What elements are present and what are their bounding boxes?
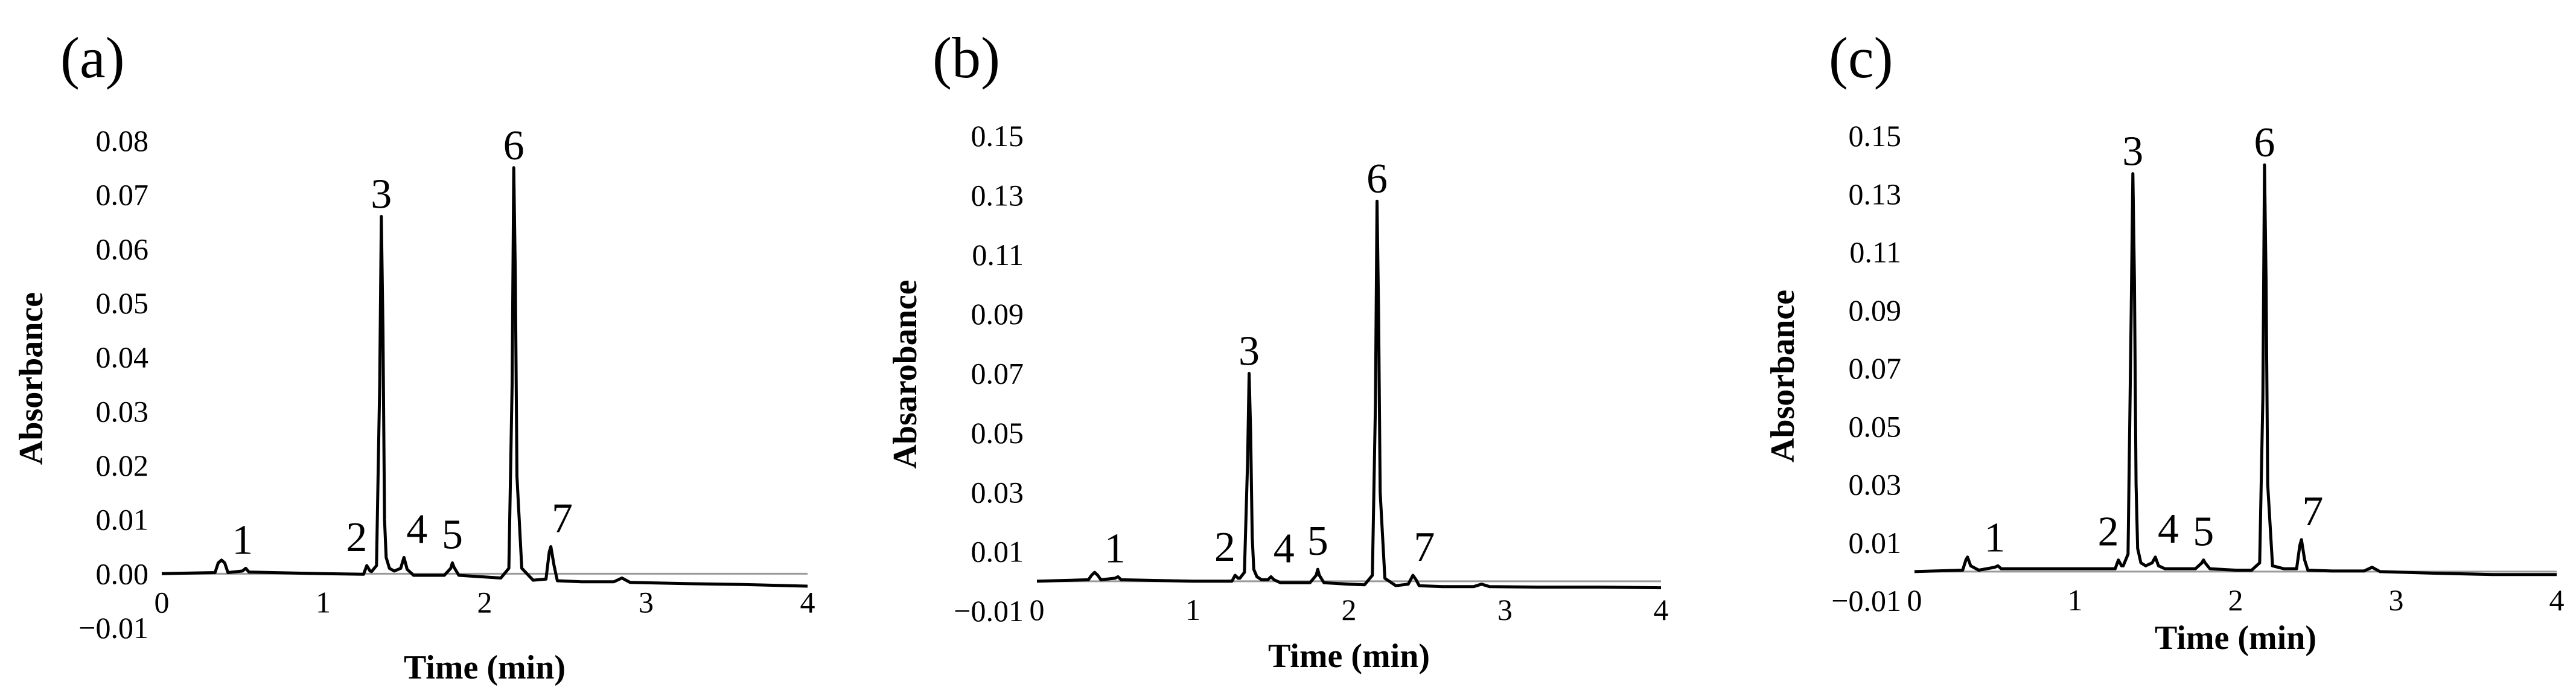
y-tick-label: 0.02 — [96, 449, 149, 482]
y-tick-label: 0.05 — [96, 286, 149, 320]
peak-label: 1 — [232, 517, 253, 563]
y-tick-label: 0.03 — [96, 394, 149, 428]
peak-label: 7 — [1414, 524, 1435, 570]
x-tick-label: 3 — [639, 585, 654, 619]
y-tick-label: 0.06 — [96, 232, 149, 266]
x-axis-title: Time (min) — [2155, 619, 2316, 657]
peak-label: 2 — [1214, 524, 1235, 570]
x-tick-label: 4 — [1654, 593, 1669, 627]
chromatogram-trace — [1036, 199, 1662, 590]
panel-label: (c) — [1829, 25, 1893, 90]
y-tick-label: 0.13 — [1849, 177, 1902, 211]
x-tick-label: 4 — [800, 585, 815, 619]
peak-label: 5 — [442, 511, 463, 558]
y-tick-label: 0.01 — [96, 503, 149, 537]
y-tick-label: 0.03 — [1849, 468, 1902, 502]
y-tick-label: 0.07 — [1849, 351, 1902, 385]
peak-label: 4 — [1274, 525, 1295, 572]
y-tick-label: 0.07 — [971, 357, 1024, 391]
y-tick-label: 0.07 — [96, 178, 149, 212]
peak-label: 4 — [406, 506, 427, 552]
peak-label: 3 — [2122, 129, 2143, 175]
peak-label: 1 — [1105, 525, 1126, 572]
y-axis-title: Absorbance — [1764, 290, 1802, 462]
y-tick-label: 0.00 — [96, 557, 149, 590]
x-tick-label: 3 — [1497, 593, 1513, 627]
y-axis-title: Absorbance — [13, 292, 50, 465]
y-tick-label: 0.15 — [971, 119, 1024, 153]
peak-label: 6 — [503, 123, 524, 169]
y-tick-label: 0.09 — [971, 297, 1024, 331]
y-tick-label: 0.01 — [971, 535, 1024, 569]
peak-label: 7 — [552, 496, 573, 542]
y-axis-title: Absarobance — [887, 280, 924, 468]
x-tick-label: 2 — [1342, 593, 1357, 627]
peak-label: 4 — [2158, 506, 2179, 552]
x-tick-label: 0 — [1907, 583, 1922, 617]
peak-label: 7 — [2302, 488, 2323, 535]
x-tick-label: 1 — [316, 585, 331, 619]
panel-c: (c) Absorbance Time (min) −0.01 0.01 0.03 0… — [1764, 25, 2565, 657]
x-tick-label: 1 — [2068, 583, 2083, 617]
y-tick-label: −0.01 — [954, 594, 1024, 628]
x-tick-label: 4 — [2549, 583, 2565, 617]
x-tick-label: 1 — [1185, 593, 1200, 627]
y-tick-label: 0.15 — [1849, 119, 1902, 153]
panel-label: (a) — [60, 25, 125, 90]
y-tick-label: 0.05 — [971, 416, 1024, 450]
x-axis-title: Time (min) — [1268, 637, 1430, 675]
peak-label: 5 — [1307, 518, 1328, 564]
x-tick-label: 3 — [2389, 583, 2404, 617]
peak-label: 1 — [1985, 514, 2006, 561]
y-tick-label: 0.08 — [96, 124, 149, 158]
peak-label: 6 — [1366, 156, 1388, 202]
panel-b: (b) Absarobance Time (min) −0.01 0.01 0.03… — [887, 25, 1669, 675]
panel-label: (b) — [933, 25, 1000, 90]
x-tick-label: 0 — [1030, 593, 1045, 627]
y-tick-label: 0.04 — [96, 340, 149, 374]
x-axis-title: Time (min) — [404, 649, 566, 686]
peak-label: 3 — [371, 171, 392, 218]
y-tick-label: 0.09 — [1849, 293, 1902, 327]
y-tick-label: −0.01 — [1831, 584, 1901, 618]
x-tick-label: 2 — [477, 585, 493, 619]
y-tick-label: 0.03 — [971, 475, 1024, 509]
chromatogram-trace — [161, 166, 808, 588]
peak-label: 5 — [2193, 509, 2214, 555]
peak-label: 3 — [1239, 328, 1260, 375]
peak-label: 6 — [2254, 120, 2275, 166]
peak-label: 2 — [346, 514, 367, 561]
y-tick-label: 0.05 — [1849, 409, 1902, 443]
y-tick-label: 0.11 — [972, 238, 1024, 272]
panel-a: (a) Absorbance Time (min) −0.01 0.00 0.01 0… — [13, 25, 815, 686]
y-tick-label: 0.01 — [1849, 526, 1902, 560]
y-tick-label: 0.13 — [971, 178, 1024, 212]
peak-label: 2 — [2097, 509, 2119, 555]
y-tick-label: 0.11 — [1849, 235, 1901, 269]
x-tick-label: 2 — [2228, 583, 2243, 617]
x-tick-label: 0 — [155, 585, 170, 619]
chromatogram-trace — [1914, 163, 2557, 577]
y-tick-label: −0.01 — [78, 611, 148, 645]
